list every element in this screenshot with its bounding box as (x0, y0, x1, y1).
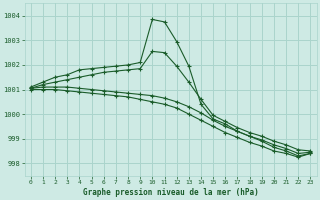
X-axis label: Graphe pression niveau de la mer (hPa): Graphe pression niveau de la mer (hPa) (83, 188, 259, 197)
